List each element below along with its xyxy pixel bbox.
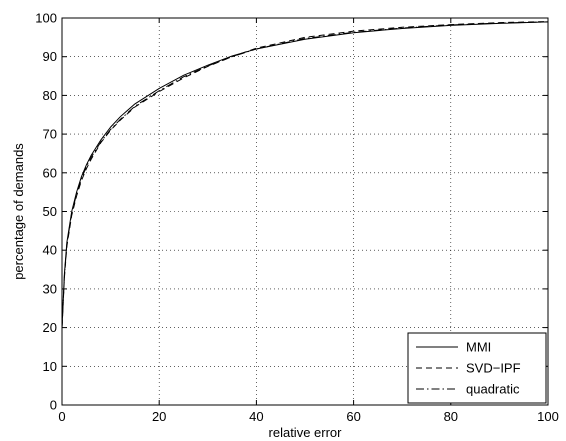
x-axis-label: relative error (269, 425, 343, 440)
y-tick-label: 80 (43, 88, 57, 103)
y-tick-label: 30 (43, 281, 57, 296)
y-tick-label: 10 (43, 359, 57, 374)
grid-lines (62, 18, 548, 405)
legend: MMI SVD−IPF quadratic (407, 332, 547, 404)
x-tick-label: 80 (444, 409, 458, 424)
x-tick-label: 40 (249, 409, 263, 424)
x-tick-label: 20 (152, 409, 166, 424)
legend-entry: SVD−IPF (466, 361, 521, 376)
series-line-svd-ipf (61, 20, 549, 328)
y-tick-label: 0 (50, 398, 57, 413)
axis-ticks: 0 20 40 60 80 100 0 10 20 30 40 50 60 70 80 90 100 (35, 11, 559, 425)
y-tick-label: 70 (43, 127, 57, 142)
series-line-mmi (61, 21, 549, 328)
y-tick-label: 20 (43, 320, 57, 335)
y-tick-label: 40 (43, 243, 57, 258)
y-tick-label: 90 (43, 49, 57, 64)
series-lines (61, 20, 549, 328)
series-line-quadratic (61, 21, 549, 328)
legend-entry: quadratic (466, 382, 520, 397)
x-tick-label: 60 (346, 409, 360, 424)
y-tick-label: 50 (43, 204, 57, 219)
x-tick-label: 100 (537, 409, 559, 424)
y-tick-label: 60 (43, 165, 57, 180)
x-tick-label: 0 (58, 409, 65, 424)
legend-entry: MMI (466, 340, 491, 355)
y-axis-label: percentage of demands (11, 143, 26, 280)
y-tick-label: 100 (35, 11, 57, 26)
